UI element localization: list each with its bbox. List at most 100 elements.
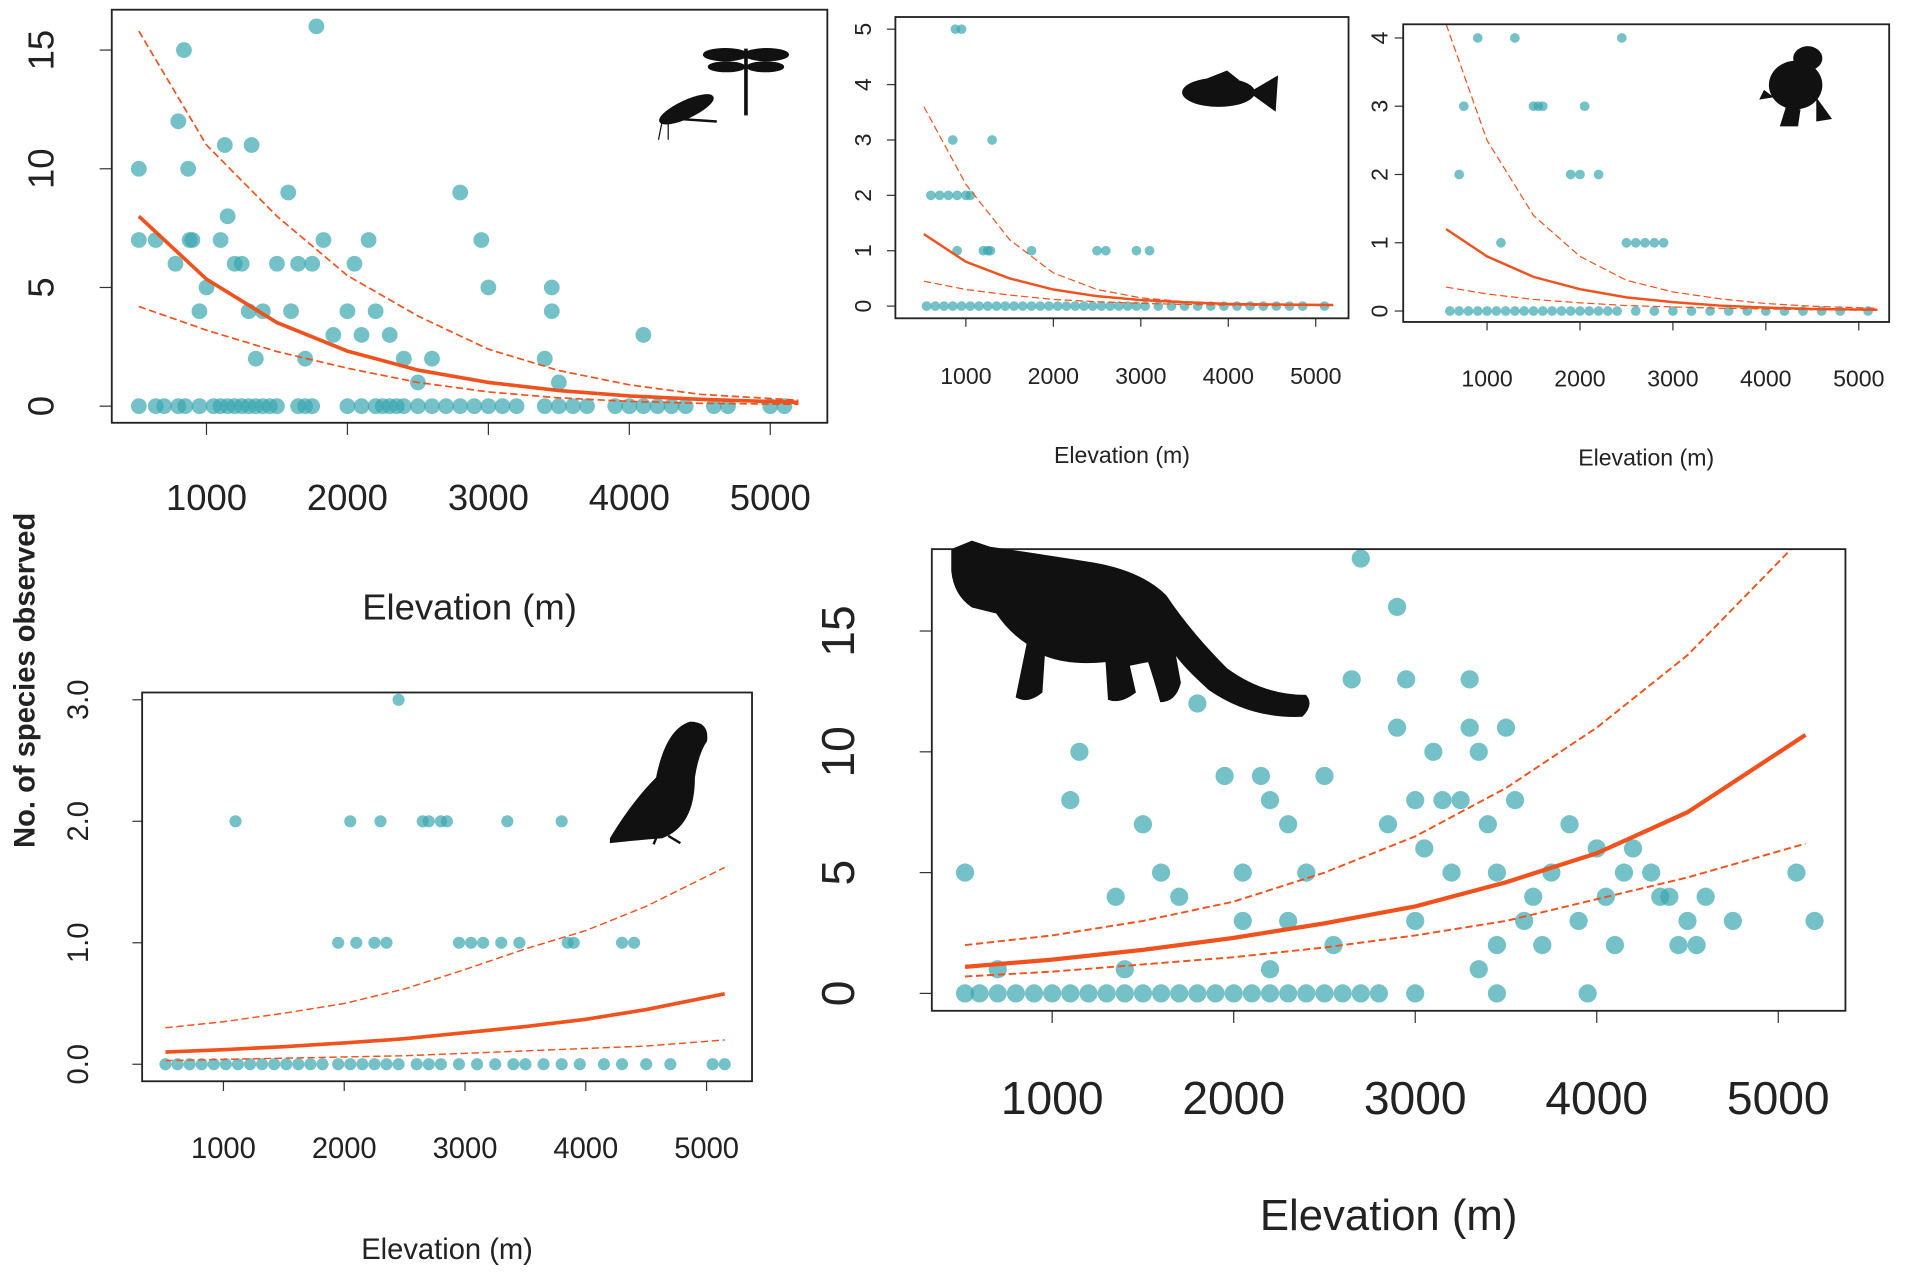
data-point [1245,301,1256,311]
panel: 1000 2000 3000 4000 5000 0 1 2 3 4 Elevation (m) [1366,23,1891,470]
y-tick-label: 0 [812,981,864,1007]
data-point [1144,245,1155,256]
dragonfly-icon [657,47,790,140]
data-point [344,815,357,828]
x-tick-label: 2000 [312,1133,377,1165]
data-point [434,1058,447,1071]
data-point [325,327,342,343]
data-point [315,232,332,248]
data-point [191,398,208,415]
data-point [982,301,993,311]
data-point [947,135,958,145]
data-point [380,936,393,949]
data-point [1009,301,1019,311]
data-point [943,190,954,201]
data-point [1260,984,1280,1003]
x-tick-label: 2000 [1182,1072,1285,1124]
confidence-line [165,1039,725,1062]
data-point [1035,301,1046,311]
data-point [1584,306,1595,316]
data-point [1593,169,1604,180]
y-tick-label: 1.0 [63,923,95,964]
data-point [495,936,508,949]
data-point [1686,306,1697,316]
data-point [965,190,976,201]
data-point [471,1058,484,1071]
data-point [1106,887,1125,906]
plot-frame [930,548,1847,1012]
data-point [269,398,285,415]
data-point [1569,911,1588,931]
y-tick-label: 2.0 [63,801,95,842]
data-point [1678,911,1697,931]
panel: 1000 2000 3000 4000 5000 0 5 10 15 Elevation (m) [20,8,829,628]
x-tick-label: 1000 [940,363,991,389]
y-tick-label: 5 [812,860,864,886]
data-point [1491,306,1502,316]
y-tick-label: 0.0 [63,1044,95,1085]
data-point [513,936,526,949]
data-point [410,398,426,415]
data-point [1206,984,1225,1003]
x-tick-label: 1000 [191,1133,256,1165]
data-point [1658,237,1669,248]
data-point [438,398,454,415]
fit-line [1445,228,1878,311]
data-point [1424,742,1443,761]
data-point [1621,237,1632,248]
data-point [635,327,652,343]
data-point [1006,984,1025,1003]
confidence-line [138,30,799,402]
data-point [422,1058,435,1071]
data-point [1406,791,1425,810]
data-point [1616,33,1627,43]
data-point [1605,935,1625,955]
data-point [167,255,184,272]
data-point [1547,306,1557,316]
data-point [477,936,490,949]
fit-line [137,214,799,405]
data-point [180,160,197,177]
confidence-line [964,549,1793,947]
data-point [718,1058,731,1071]
plot-frame [1402,23,1891,323]
data-point [247,350,264,367]
panel: 1000 2000 3000 4000 5000 0 1 2 3 4 5 Elevation (m) [850,16,1350,468]
data-point [392,1058,405,1071]
x-tick-label: 5000 [1727,1072,1830,1124]
data-point [1533,935,1552,955]
data-point [280,184,297,201]
data-point [1233,863,1252,882]
data-point [452,936,466,949]
data-point [191,303,208,320]
x-tick-label: 2000 [1028,363,1079,389]
data-point [171,1058,184,1071]
x-tick-label: 3000 [1115,363,1166,389]
x-axis-label: Elevation (m) [1260,1191,1518,1240]
data-point [1096,301,1107,311]
data-point [1279,911,1298,931]
y-tick-label: 3 [850,134,876,147]
data-point [1478,815,1497,834]
x-tick-label: 4000 [1740,365,1791,391]
data-point [360,232,377,248]
data-point [1660,887,1679,906]
data-point [410,1058,423,1071]
fit-line [923,233,1334,307]
data-point [452,398,469,415]
data-point [466,398,483,415]
data-point [1105,301,1116,311]
data-point [543,279,560,296]
data-point [381,327,398,343]
data-point [628,936,641,949]
data-point [424,350,440,367]
data-point [176,42,192,58]
data-point [1816,306,1827,316]
data-point [1151,984,1171,1003]
data-point [1260,960,1280,979]
data-point [1387,597,1407,616]
data-point [374,815,387,828]
data-point [184,232,201,248]
data-point [1454,169,1465,180]
data-point [1602,306,1613,316]
